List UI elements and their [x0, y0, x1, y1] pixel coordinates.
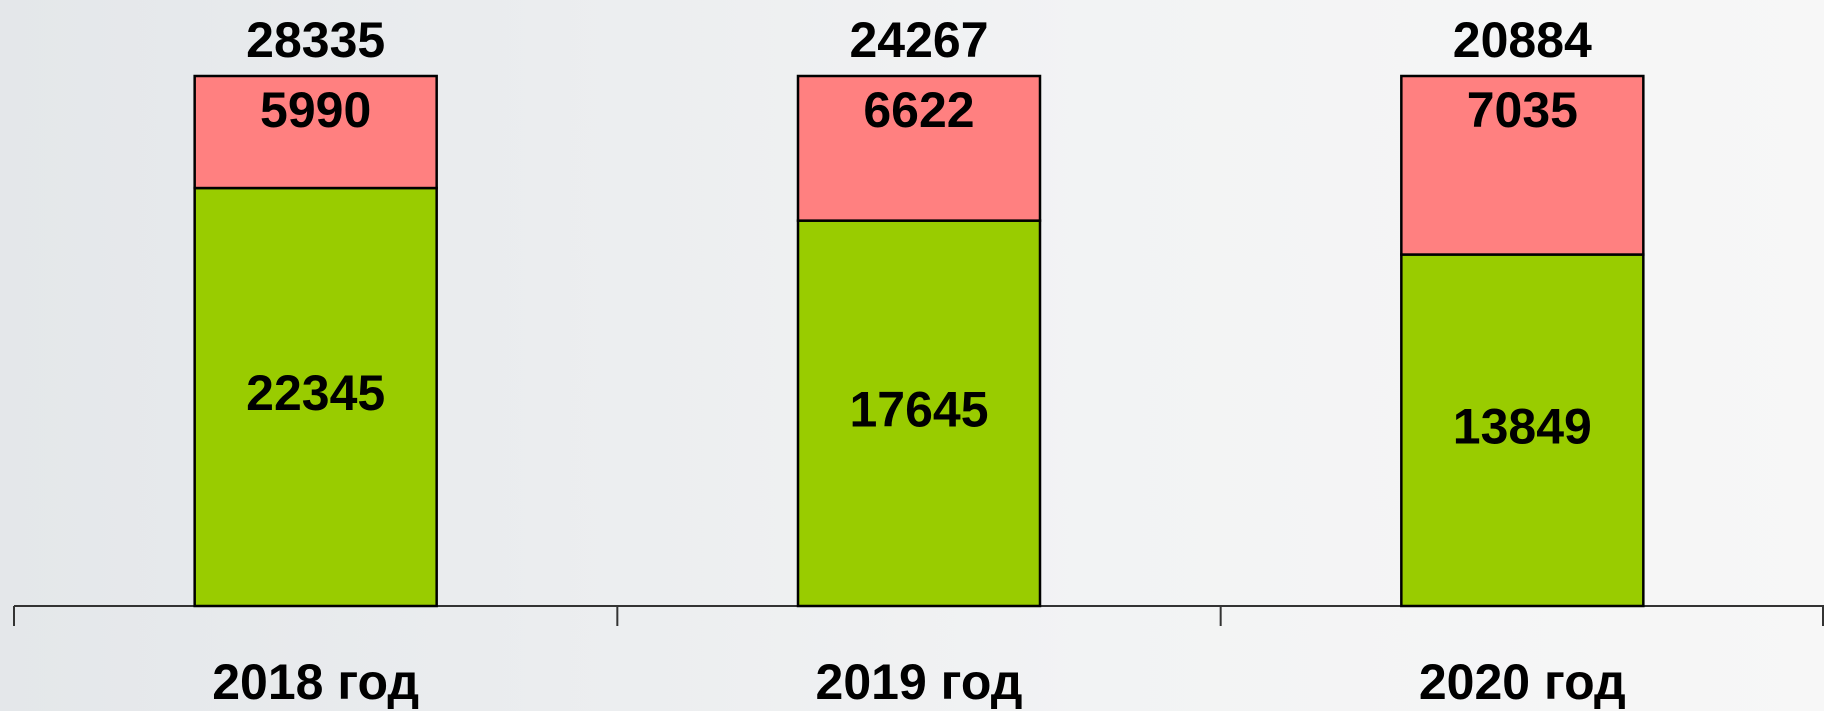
value-label: 17645: [849, 382, 988, 438]
x-tick-label: 2018 год: [212, 654, 419, 710]
value-label: 7035: [1467, 82, 1578, 138]
value-label: 6622: [863, 82, 974, 138]
bar-segment: [193, 186, 438, 608]
value-label: 13849: [1453, 398, 1592, 454]
x-tick-label: 2020 год: [1419, 654, 1626, 710]
total-label: 28335: [246, 12, 385, 68]
bar-segment: [796, 74, 1042, 222]
total-label: 24267: [849, 12, 988, 68]
value-label: 22345: [246, 365, 385, 421]
value-label: 5990: [260, 82, 371, 138]
x-tick-label: 2019 год: [816, 654, 1023, 710]
bar-segment: [1400, 74, 1645, 256]
total-label: 20884: [1453, 12, 1592, 68]
bar-segment: [193, 74, 438, 190]
